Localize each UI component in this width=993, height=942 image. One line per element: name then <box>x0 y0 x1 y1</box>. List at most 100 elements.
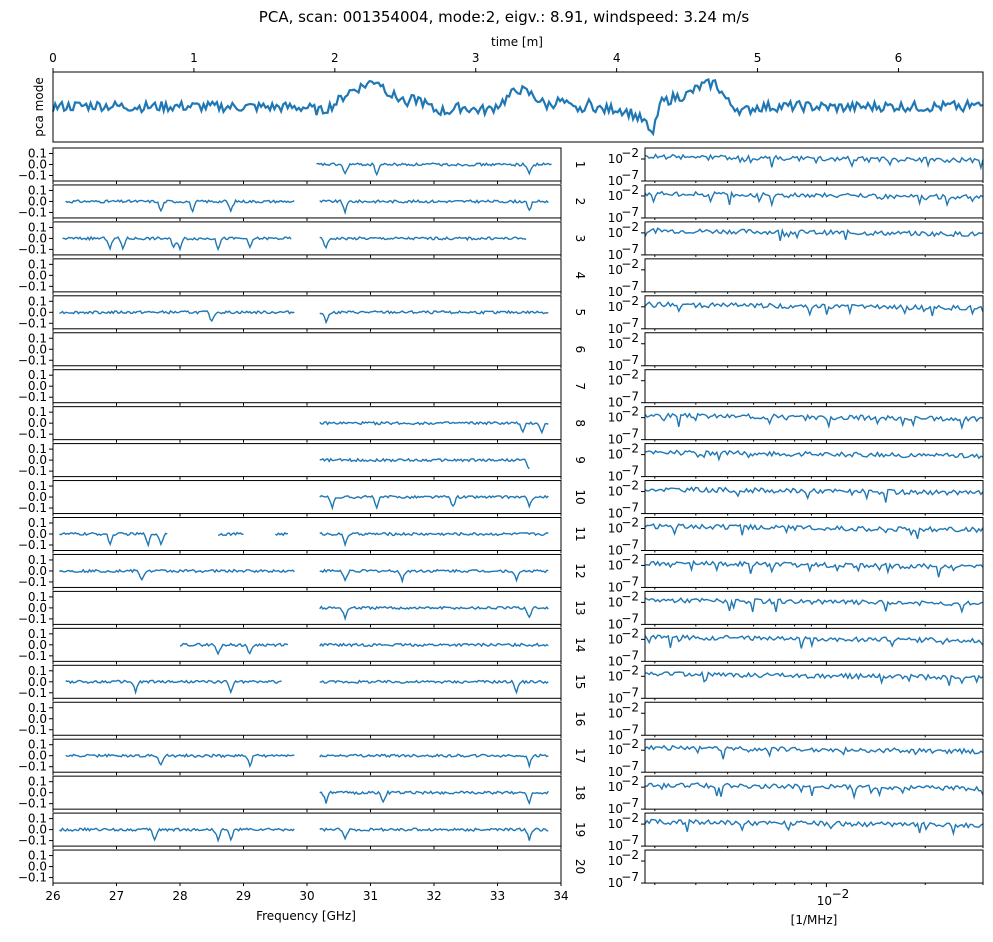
channel-panel-2: 0.10.0−0.1 2 <box>18 183 587 221</box>
channel-14-trace-1 <box>319 642 549 648</box>
spectrum-panel-7: 10−210−7 <box>608 368 984 410</box>
spectrum-ytick-exp: −7 <box>621 242 639 256</box>
spectrum-panel-8: 10−210−7 <box>608 405 984 447</box>
frequency-xtick-label: 27 <box>109 889 124 903</box>
spectrum-ytick-exp: −7 <box>621 501 639 515</box>
spectrum-14-frame <box>644 627 984 662</box>
spectrum-4-frame <box>644 258 984 293</box>
frequency-xtick-label: 32 <box>426 889 441 903</box>
spectrum-ytick-base: 10 <box>608 374 623 388</box>
spectrum-ytick-base: 10 <box>608 226 623 240</box>
pca-mode-series <box>51 78 984 137</box>
channel-10-trace-0 <box>319 494 549 511</box>
channel-19-trace-0 <box>59 827 295 843</box>
spectrum-panel-4: 10−210−7 <box>608 257 984 299</box>
spectrum-ytick-exp: −7 <box>621 870 639 884</box>
channel-15-trace-0 <box>65 679 282 696</box>
spectrum-ytick-base: 10 <box>608 654 623 668</box>
left-ytick-label: 0.0 <box>28 490 47 504</box>
left-ytick-label: 0.0 <box>28 379 47 393</box>
spectrum-ytick-base: 10 <box>608 580 623 594</box>
spectrum-xlabel: [1/MHz] <box>791 913 838 927</box>
channel-label-7: 7 <box>573 382 587 390</box>
channel-17-trace-0 <box>65 753 295 769</box>
spectrum-ytick-base: 10 <box>608 189 623 203</box>
channel-14-trace-0 <box>179 642 289 656</box>
spectrum-ytick-base: 10 <box>608 632 623 646</box>
channel-panel-1: 0.10.0−0.1 1 <box>18 147 587 184</box>
left-frequency-panels: 0.10.0−0.110.10.0−0.120.10.0−0.130.10.0−… <box>18 147 587 904</box>
spectrum-14-trace <box>644 634 984 649</box>
left-ytick-label: 0.1 <box>28 183 47 197</box>
left-ytick-label: −0.1 <box>18 686 47 700</box>
spectrum-ytick-base: 10 <box>608 152 623 166</box>
channel-panel-4: 0.10.0−0.1 4 <box>18 257 587 295</box>
frequency-xtick-label: 34 <box>553 889 568 903</box>
spectrum-ytick-exp: −2 <box>621 774 639 788</box>
channel-label-6: 6 <box>573 345 587 353</box>
spectrum-ytick-base: 10 <box>608 248 623 262</box>
spectrum-panel-15: 10−210−7 <box>608 663 984 705</box>
left-ytick-label: 0.1 <box>28 590 47 604</box>
spectrum-ytick-exp: −7 <box>621 574 639 588</box>
left-ytick-label: 0.0 <box>28 860 47 874</box>
spectrum-13-trace <box>644 597 984 614</box>
channel-label-9: 9 <box>573 456 587 464</box>
channel-label-13: 13 <box>573 600 587 615</box>
top-pca-panel: time [m] pca mode 0 1 2 3 4 5 6 <box>32 35 984 143</box>
left-ytick-label: −0.1 <box>18 871 47 885</box>
channel-panel-12: 0.10.0−0.1 12 <box>18 553 587 591</box>
spectrum-panel-17: 10−210−7 <box>608 737 984 779</box>
spectrum-ytick-base: 10 <box>608 854 623 868</box>
channel-panel-7: 0.10.0−0.1 7 <box>18 368 587 406</box>
left-ytick-label: 0.1 <box>28 220 47 234</box>
channel-label-4: 4 <box>573 272 587 280</box>
figure-title: PCA, scan: 001354004, mode:2, eigv.: 8.9… <box>259 8 750 26</box>
spectrum-12-frame <box>644 553 984 588</box>
left-ytick-label: 0.1 <box>28 331 47 345</box>
channel-panel-9: 0.10.0−0.1 9 <box>18 442 587 480</box>
spectrum-ytick-exp: −2 <box>621 479 639 493</box>
left-ytick-label: 0.1 <box>28 664 47 678</box>
channel-label-19: 19 <box>573 822 587 837</box>
spectrum-ytick-exp: −7 <box>621 538 639 552</box>
left-ytick-label: 0.0 <box>28 342 47 356</box>
left-ytick-label: −0.1 <box>18 649 47 663</box>
spectrum-ytick-exp: −2 <box>621 405 639 419</box>
spectrum-ytick-exp: −2 <box>621 516 639 530</box>
right-spectrum-panels: 10−210−710−210−710−210−710−210−710−210−7… <box>608 146 984 908</box>
spectrum-ytick-exp: −7 <box>621 759 639 773</box>
channel-2-trace-1 <box>319 198 549 216</box>
left-ytick-label: 0.1 <box>28 849 47 863</box>
channel-5-trace-1 <box>319 309 549 325</box>
spectrum-18-trace <box>644 781 984 800</box>
spectrum-12-trace <box>644 559 984 578</box>
spectrum-ytick-base: 10 <box>608 728 623 742</box>
left-ytick-label: −0.1 <box>18 834 47 848</box>
left-ytick-label: 0.1 <box>28 701 47 715</box>
left-ytick-label: 0.0 <box>28 601 47 615</box>
left-ytick-label: 0.1 <box>28 775 47 789</box>
spectrum-panel-1: 10−210−7 <box>608 146 984 188</box>
spectrum-ytick-exp: −2 <box>621 552 639 566</box>
left-ytick-label: 0.0 <box>28 453 47 467</box>
spectrum-ytick-exp: −7 <box>621 390 639 404</box>
spectrum-ytick-base: 10 <box>608 433 623 447</box>
channel-label-18: 18 <box>573 785 587 800</box>
spectrum-ytick-base: 10 <box>608 691 623 705</box>
left-ytick-label: 0.0 <box>28 158 47 172</box>
spectrum-panel-2: 10−210−7 <box>608 183 984 225</box>
left-ytick-label: 0.0 <box>28 786 47 800</box>
spectrum-ytick-base: 10 <box>608 211 623 225</box>
spectrum-ytick-base: 10 <box>608 765 623 779</box>
spectrum-ytick-base: 10 <box>608 396 623 410</box>
top-xtick-label: 2 <box>331 51 339 65</box>
spectrum-ytick-exp: −2 <box>621 220 639 234</box>
spectrum-ytick-exp: −2 <box>621 811 639 825</box>
spectrum-ytick-exp: −2 <box>621 589 639 603</box>
left-ytick-label: 0.0 <box>28 268 47 282</box>
channel-9-trace-0 <box>319 457 530 470</box>
channel-panel-19: 0.10.0−0.1 19 <box>18 812 587 850</box>
spectrum-ytick-base: 10 <box>608 544 623 558</box>
channel-11-trace-3 <box>319 531 549 548</box>
